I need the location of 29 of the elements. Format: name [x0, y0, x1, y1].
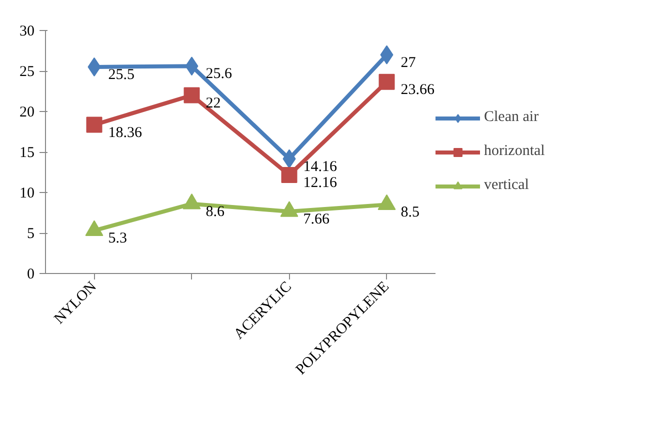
- legend-label: horizontal: [484, 143, 545, 160]
- data-label: 14.16: [303, 158, 338, 175]
- y-tick-label: 15: [20, 145, 34, 161]
- legend-label: Clean air: [484, 109, 539, 126]
- data-label: 25.6: [206, 66, 232, 82]
- point: [86, 116, 102, 133]
- data-label: 7.66: [303, 211, 330, 228]
- data-label: 5.3: [108, 230, 127, 247]
- y-tick-label: 10: [20, 186, 34, 202]
- data-label: 12.16: [303, 175, 338, 192]
- data-label: 25.5: [108, 66, 134, 83]
- data-label: 27: [400, 54, 416, 71]
- point: [85, 220, 104, 236]
- data-label: 8.6: [206, 204, 225, 220]
- point: [378, 194, 396, 210]
- point: [184, 87, 200, 104]
- y-tick-label: 25: [20, 64, 34, 80]
- y-tick-label: 5: [27, 226, 34, 242]
- point: [182, 194, 201, 210]
- y-tick-label: 30: [20, 24, 34, 40]
- data-label: 23.66: [400, 82, 435, 98]
- y-tick-label: 20: [20, 104, 34, 120]
- data-label: 18.36: [108, 124, 142, 141]
- point: [378, 74, 395, 90]
- legend-label: vertical: [484, 177, 529, 194]
- point: [280, 201, 298, 217]
- y-tick-label: 0: [27, 266, 34, 282]
- data-label: 22: [206, 95, 221, 112]
- data-label: 8.5: [400, 204, 420, 221]
